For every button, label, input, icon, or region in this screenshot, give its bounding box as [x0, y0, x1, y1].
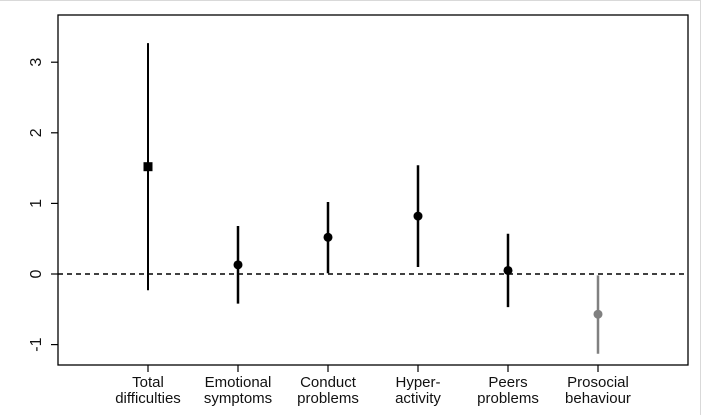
x-category-label: Conduct — [300, 374, 357, 391]
x-category-label: problems — [477, 390, 539, 407]
x-category-label: symptoms — [204, 390, 272, 407]
plot-frame — [57, 14, 689, 366]
estimate-marker — [323, 232, 333, 242]
estimate-marker — [503, 265, 513, 275]
estimate-marker — [593, 309, 603, 319]
x-category-label: Peers — [488, 374, 527, 391]
x-category-label: Hyper- — [395, 374, 440, 391]
estimate-marker — [413, 211, 423, 221]
x-category-label: Prosocial — [567, 374, 629, 391]
x-category-label: difficulties — [115, 390, 181, 407]
y-tick-label: -1 — [28, 337, 45, 351]
y-tick-label: 1 — [28, 199, 45, 208]
x-category-label: behaviour — [565, 390, 631, 407]
y-tick-label: 2 — [28, 128, 45, 137]
x-category-label: Total — [132, 374, 164, 391]
estimate-marker-square — [143, 162, 153, 172]
x-category-label: activity — [395, 390, 441, 407]
y-tick-label: 3 — [28, 58, 45, 67]
y-tick-label: 0 — [28, 269, 45, 278]
x-category-label: problems — [297, 390, 359, 407]
x-category-label: Emotional — [205, 374, 272, 391]
estimate-marker — [233, 260, 243, 270]
